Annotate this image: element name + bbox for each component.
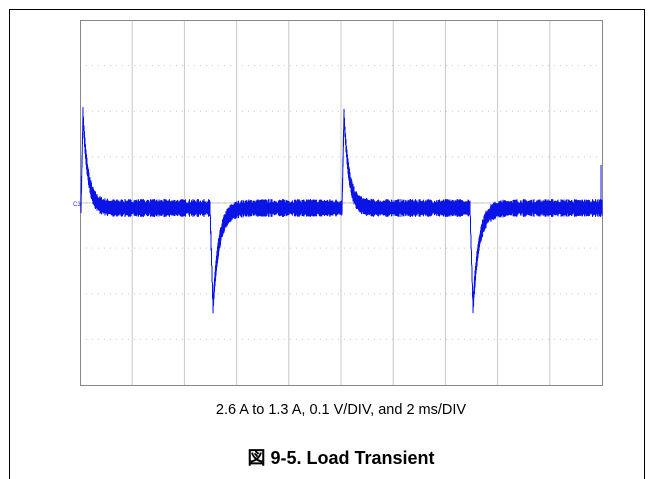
figure-title: 図 9-5. Load Transient: [247, 448, 434, 468]
caption: 2.6 A to 1.3 A, 0.1 V/DIV, and 2 ms/DIV: [216, 402, 466, 418]
channel-label: C3: [73, 202, 81, 208]
waveform: [80, 107, 603, 314]
frame: [9, 9, 645, 479]
